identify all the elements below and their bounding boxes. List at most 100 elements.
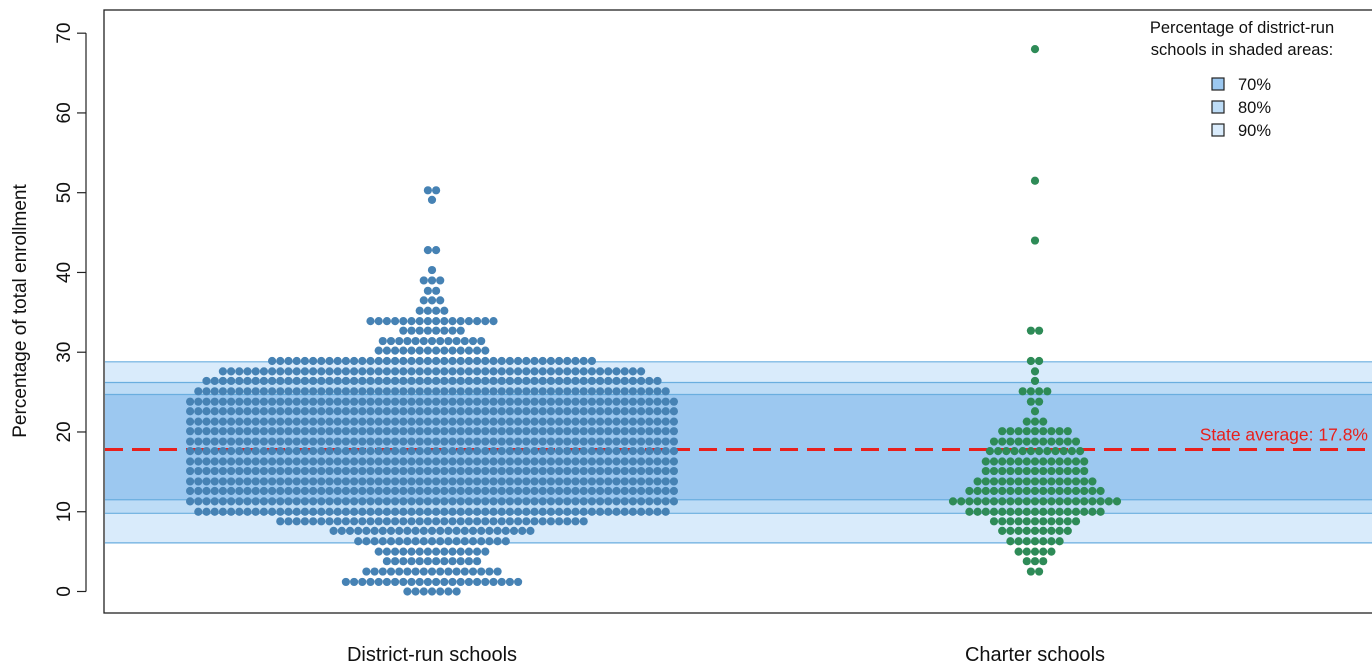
data-point <box>292 507 301 516</box>
data-point <box>637 466 646 476</box>
data-point <box>407 547 416 556</box>
data-point <box>227 466 236 476</box>
data-point <box>243 497 252 506</box>
data-point <box>489 417 498 426</box>
data-point <box>563 466 572 476</box>
data-point <box>489 427 498 436</box>
data-point <box>522 437 531 446</box>
data-point <box>604 447 613 456</box>
data-point <box>333 367 342 376</box>
data-point <box>399 367 408 376</box>
data-point <box>481 517 490 526</box>
data-point <box>300 397 309 406</box>
data-point <box>374 486 383 496</box>
data-point <box>473 517 482 526</box>
data-point <box>538 457 547 466</box>
data-point <box>555 517 564 526</box>
data-point <box>292 447 301 456</box>
data-point <box>395 537 404 546</box>
data-point <box>563 457 572 466</box>
data-point <box>243 376 252 386</box>
data-point <box>415 547 424 556</box>
data-point <box>579 437 588 446</box>
data-point <box>333 397 342 406</box>
data-point <box>333 457 342 466</box>
data-point <box>497 497 506 506</box>
data-point <box>432 557 441 566</box>
data-point <box>460 336 469 346</box>
data-point <box>1030 466 1040 476</box>
legend-title: schools in shaded areas: <box>1151 41 1334 59</box>
data-point <box>391 427 400 436</box>
data-point <box>653 417 662 426</box>
data-point <box>374 356 383 366</box>
data-point <box>440 397 449 406</box>
data-point <box>374 346 383 355</box>
data-point <box>374 517 383 526</box>
data-point <box>604 397 613 406</box>
data-point <box>489 457 498 466</box>
data-point <box>210 427 219 436</box>
data-point <box>546 387 556 396</box>
data-point <box>350 367 359 376</box>
data-point <box>317 417 326 426</box>
data-point <box>374 507 383 516</box>
data-point <box>563 397 572 406</box>
data-point <box>1006 526 1015 535</box>
data-point <box>497 437 506 446</box>
data-point <box>489 317 498 326</box>
data-point <box>1055 477 1064 486</box>
data-point <box>448 447 457 456</box>
data-point <box>538 356 547 366</box>
data-point <box>448 417 457 426</box>
data-point <box>243 367 252 376</box>
data-point <box>489 517 498 526</box>
data-point <box>341 577 350 587</box>
data-point <box>251 447 260 456</box>
data-point <box>382 486 391 496</box>
data-point <box>399 346 408 355</box>
data-point <box>415 387 424 396</box>
data-point <box>399 376 408 386</box>
data-point <box>481 387 490 396</box>
data-point <box>268 427 277 436</box>
data-point <box>477 537 486 546</box>
data-point <box>292 457 301 466</box>
data-point <box>350 356 359 366</box>
data-point <box>210 376 219 386</box>
data-point <box>292 477 301 486</box>
data-point <box>1071 517 1081 526</box>
data-point <box>530 437 539 446</box>
data-point <box>530 447 539 456</box>
data-point <box>448 437 457 446</box>
data-point <box>358 507 367 516</box>
data-point <box>218 497 227 506</box>
data-point <box>497 407 506 416</box>
data-point <box>292 356 301 366</box>
data-point <box>522 497 531 506</box>
data-point <box>1080 477 1089 486</box>
data-point <box>579 427 588 436</box>
data-point <box>403 526 412 535</box>
data-point <box>194 477 203 486</box>
data-point <box>1055 537 1064 546</box>
data-point <box>596 497 605 506</box>
data-point <box>395 526 404 535</box>
data-point <box>440 447 449 456</box>
data-point <box>382 437 391 446</box>
data-point <box>391 367 400 376</box>
data-point <box>669 447 679 456</box>
data-point <box>235 376 244 386</box>
data-point <box>243 407 252 416</box>
data-point <box>341 376 350 386</box>
data-point <box>645 427 654 436</box>
data-point <box>218 457 227 466</box>
data-point <box>309 437 318 446</box>
data-point <box>210 447 219 456</box>
data-point <box>423 547 432 556</box>
data-point <box>227 457 236 466</box>
data-point <box>604 407 613 416</box>
data-point <box>440 427 449 436</box>
data-point <box>235 457 244 466</box>
data-point <box>423 387 432 396</box>
